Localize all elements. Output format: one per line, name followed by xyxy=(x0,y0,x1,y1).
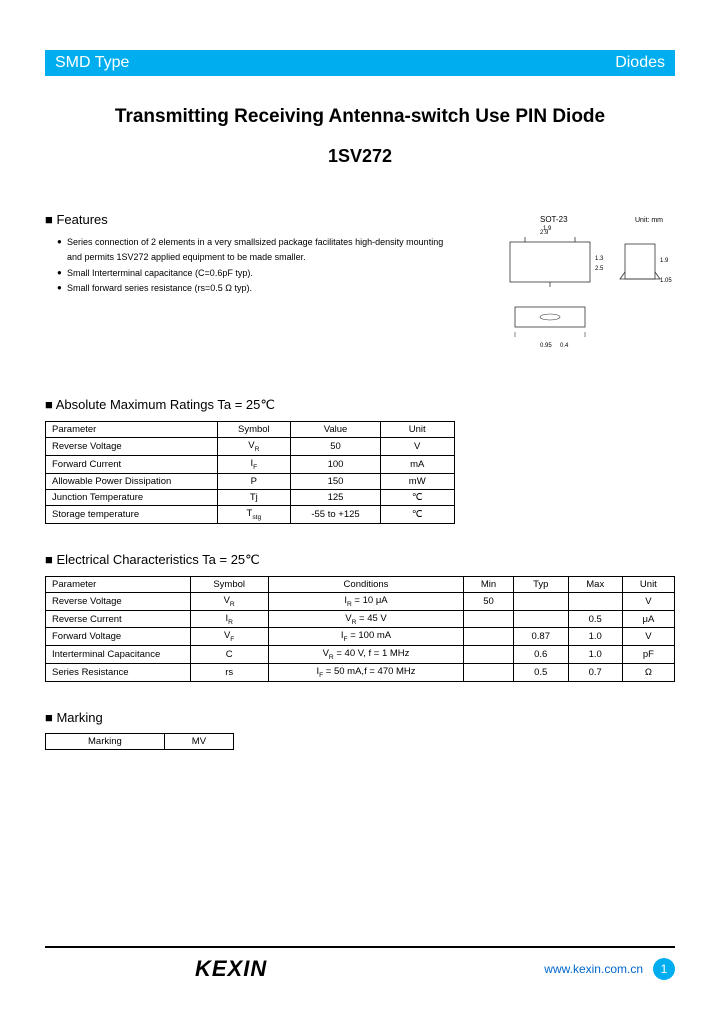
table-row: Marking MV xyxy=(46,734,234,750)
marking-heading: Marking xyxy=(45,710,675,725)
header-bar: SMD Type Diodes xyxy=(45,50,675,76)
features-list: Series connection of 2 elements in a ver… xyxy=(45,235,455,296)
feature-item: Series connection of 2 elements in a ver… xyxy=(57,235,455,266)
svg-text:1.9: 1.9 xyxy=(660,258,669,264)
col-header: Value xyxy=(291,422,381,438)
part-number: 1SV272 xyxy=(45,146,675,167)
footer-right: www.kexin.com.cn 1 xyxy=(544,958,675,980)
table-row: Reverse CurrentIRVR = 45 V0.5μA xyxy=(46,610,675,628)
footer: KEXIN www.kexin.com.cn 1 xyxy=(45,946,675,982)
col-header: Unit xyxy=(622,576,674,592)
col-header: Conditions xyxy=(268,576,464,592)
svg-text:1.3: 1.3 xyxy=(595,256,604,262)
logo: KEXIN xyxy=(195,956,267,982)
page-title: Transmitting Receiving Antenna-switch Us… xyxy=(45,106,675,128)
marking-section: Marking Marking MV xyxy=(45,710,675,750)
feature-item: Small Interterminal capacitance (C=0.6pF… xyxy=(57,266,455,281)
svg-text:0.95: 0.95 xyxy=(540,343,552,349)
table-row: Reverse VoltageVRIR = 10 μA50V xyxy=(46,592,675,610)
col-header: Typ xyxy=(513,576,568,592)
table-row: Reverse VoltageVR50V xyxy=(46,438,455,456)
table-header-row: Parameter Symbol Value Unit xyxy=(46,422,455,438)
ratings-heading: Absolute Maximum Ratings Ta = 25℃ xyxy=(45,397,675,413)
header-right: Diodes xyxy=(615,54,665,72)
table-row: Series ResistancersIF = 50 mA,f = 470 MH… xyxy=(46,664,675,682)
package-svg: SOT-23 Unit: mm 2.9 1.9 1.3 2.5 1.05 1.9… xyxy=(485,212,675,362)
table-row: Forward CurrentIF100mA xyxy=(46,455,455,473)
col-header: Symbol xyxy=(190,576,268,592)
cell: Marking xyxy=(46,734,165,750)
svg-text:1.05: 1.05 xyxy=(660,278,672,284)
ratings-table: Parameter Symbol Value Unit Reverse Volt… xyxy=(45,421,455,524)
table-row: Allowable Power DissipationP150mW xyxy=(46,473,455,489)
page-number: 1 xyxy=(653,958,675,980)
col-header: Parameter xyxy=(46,576,191,592)
col-header: Symbol xyxy=(217,422,291,438)
col-header: Unit xyxy=(380,422,454,438)
table-row: Storage temperatureTstg-55 to +125℃ xyxy=(46,505,455,523)
package-label: SOT-23 xyxy=(540,215,568,224)
package-unit: Unit: mm xyxy=(635,217,663,224)
top-section: Features Series connection of 2 elements… xyxy=(45,212,675,362)
col-header: Parameter xyxy=(46,422,218,438)
footer-url: www.kexin.com.cn xyxy=(544,962,643,976)
ratings-section: Absolute Maximum Ratings Ta = 25℃ Parame… xyxy=(45,397,675,524)
table-header-row: Parameter Symbol Conditions Min Typ Max … xyxy=(46,576,675,592)
header-left: SMD Type xyxy=(55,54,129,72)
electrical-table: Parameter Symbol Conditions Min Typ Max … xyxy=(45,576,675,682)
features-block: Features Series connection of 2 elements… xyxy=(45,212,455,362)
cell: MV xyxy=(164,734,233,750)
svg-text:1.9: 1.9 xyxy=(543,226,552,232)
svg-text:0.4: 0.4 xyxy=(560,343,569,349)
table-row: Forward VoltageVFIF = 100 mA0.871.0V xyxy=(46,628,675,646)
features-heading: Features xyxy=(45,212,455,227)
marking-table: Marking MV xyxy=(45,733,234,750)
table-row: Interterminal CapacitanceCVR = 40 V, f =… xyxy=(46,646,675,664)
package-diagram: SOT-23 Unit: mm 2.9 1.9 1.3 2.5 1.05 1.9… xyxy=(485,212,675,362)
electrical-heading: Electrical Characteristics Ta = 25℃ xyxy=(45,552,675,568)
col-header: Max xyxy=(568,576,622,592)
table-row: Junction TemperatureTj125℃ xyxy=(46,489,455,505)
feature-item: Small forward series resistance (rs=0.5 … xyxy=(57,281,455,296)
col-header: Min xyxy=(464,576,513,592)
electrical-section: Electrical Characteristics Ta = 25℃ Para… xyxy=(45,552,675,682)
svg-text:2.5: 2.5 xyxy=(595,266,604,272)
